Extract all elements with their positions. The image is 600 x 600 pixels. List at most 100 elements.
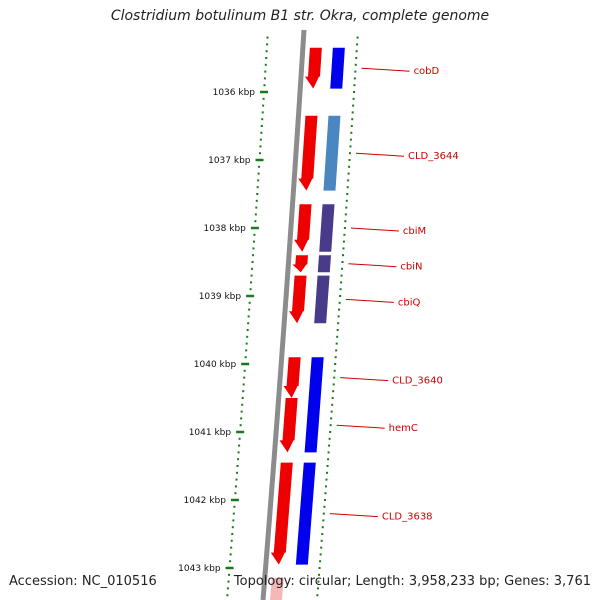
gene-arrow-hemC <box>279 398 298 453</box>
scale-minor-tick <box>258 152 261 155</box>
outer-minor-tick <box>348 152 351 155</box>
outer-minor-tick <box>351 118 354 121</box>
outer-minor-tick <box>326 471 329 474</box>
outer-minor-tick <box>341 261 344 263</box>
gene-arrow-CLD_3638 <box>270 462 293 565</box>
gene-label: cbiN <box>400 262 422 273</box>
scale-minor-tick <box>231 533 234 535</box>
outer-minor-tick <box>323 505 326 508</box>
outer-minor-tick <box>354 70 357 73</box>
outer-minor-tick <box>353 77 356 80</box>
scale-minor-tick <box>250 281 253 284</box>
scale-minor-tick <box>251 261 254 263</box>
outer-minor-tick <box>349 138 352 141</box>
outer-minor-tick <box>317 580 320 583</box>
scale-minor-tick <box>234 492 237 495</box>
scale-minor-tick <box>238 444 241 447</box>
outer-minor-tick <box>320 539 323 542</box>
accession-text: Accession: NC_010516 <box>9 574 157 589</box>
scale-tick-label: 1039 kbp <box>199 292 242 302</box>
scale-minor-tick <box>266 43 269 46</box>
scale-minor-tick <box>239 424 242 427</box>
scale-minor-tick <box>247 322 250 325</box>
outer-minor-tick <box>341 267 344 270</box>
outer-minor-tick <box>338 308 341 311</box>
gene-leader-line <box>355 152 405 157</box>
gene-leader-line <box>336 424 385 429</box>
gene-label: CLD_3640 <box>392 376 443 387</box>
outer-minor-tick <box>354 63 357 66</box>
outer-minor-tick <box>342 247 345 250</box>
scale-minor-tick <box>254 213 257 216</box>
scale-minor-tick <box>230 539 233 542</box>
scale-minor-tick <box>259 138 262 141</box>
outer-minor-tick <box>327 458 330 461</box>
outer-minor-tick <box>329 431 332 433</box>
outer-minor-tick <box>323 499 326 501</box>
scale-minor-tick <box>256 186 259 189</box>
outer-minor-tick <box>355 50 358 53</box>
outer-minor-tick <box>346 186 349 189</box>
outer-minor-tick <box>350 131 353 134</box>
scale-minor-tick <box>262 104 265 107</box>
scale-minor-tick <box>248 301 251 304</box>
scale-minor-tick <box>257 172 260 175</box>
gene-arrow-cobD <box>305 47 322 89</box>
gene-block-cbiQ <box>314 275 330 324</box>
outer-minor-tick <box>318 573 321 576</box>
outer-minor-tick <box>325 478 328 481</box>
scale-minor-tick <box>266 36 269 39</box>
outer-minor-tick <box>322 519 325 522</box>
scale-minor-tick <box>254 220 257 223</box>
scale-minor-tick <box>246 335 249 338</box>
scale-minor-tick <box>263 84 266 87</box>
scale-minor-tick <box>229 560 232 563</box>
gene-block-hemC <box>304 398 321 453</box>
outer-minor-tick <box>319 553 322 556</box>
gene-block-CLD_3638 <box>295 462 316 565</box>
scale-minor-tick <box>246 329 249 331</box>
scale-minor-tick <box>255 199 258 202</box>
scale-minor-tick <box>261 118 264 121</box>
outer-minor-tick <box>340 281 343 284</box>
outer-minor-tick <box>319 560 322 563</box>
scale-minor-tick <box>261 111 264 114</box>
scale-minor-tick <box>243 376 246 379</box>
outer-minor-tick <box>347 172 350 175</box>
scale-minor-tick <box>240 410 243 413</box>
gene-arrow-cbiQ <box>289 275 307 324</box>
gene-arrow-CLD_3644 <box>298 115 318 191</box>
outer-minor-tick <box>326 465 329 467</box>
outer-minor-tick <box>348 165 351 168</box>
scale-minor-tick <box>233 505 236 508</box>
scale-minor-tick <box>260 131 263 134</box>
scale-minor-tick <box>251 254 254 257</box>
gene-block-cobD <box>330 47 345 89</box>
gene-label: hemC <box>389 423 418 434</box>
outer-minor-tick <box>332 383 335 386</box>
outer-minor-tick <box>333 376 336 379</box>
gene-arrow-cbiN <box>292 255 308 273</box>
scale-minor-tick <box>262 97 265 100</box>
outer-minor-tick <box>356 43 359 46</box>
outer-minor-tick <box>348 159 351 161</box>
outer-minor-tick <box>331 397 334 399</box>
outer-minor-tick <box>344 220 347 223</box>
scale-minor-tick <box>252 247 255 250</box>
outer-minor-tick <box>355 57 358 59</box>
scale-minor-tick <box>253 233 256 236</box>
outer-minor-tick <box>336 329 339 331</box>
gene-leader-line <box>348 263 397 268</box>
gene-arrow-cbiM <box>294 204 312 252</box>
outer-minor-tick <box>328 437 331 440</box>
outer-minor-tick <box>330 417 333 420</box>
outer-minor-tick <box>337 322 340 325</box>
outer-minor-tick <box>345 199 348 202</box>
outer-minor-tick <box>339 295 342 297</box>
scale-minor-tick <box>231 526 234 529</box>
outer-minor-tick <box>353 91 356 93</box>
gene-arrow-CLD_3640 <box>283 357 301 398</box>
scale-minor-tick <box>237 458 240 461</box>
